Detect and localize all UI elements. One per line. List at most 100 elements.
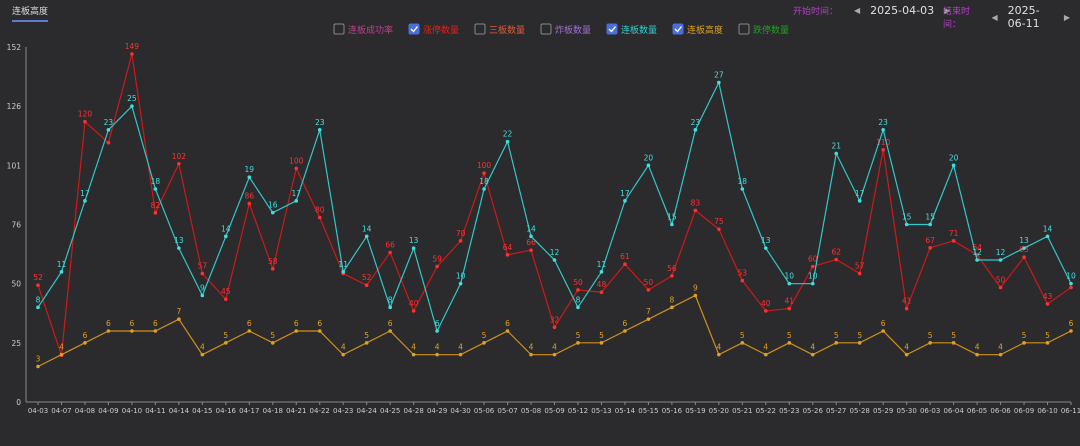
series-1-point[interactable] xyxy=(59,270,64,274)
series-2-point[interactable] xyxy=(83,341,87,345)
series-0-point[interactable] xyxy=(1045,302,1050,306)
end-date-value[interactable]: 2025-06-11 xyxy=(1007,4,1040,30)
series-2-point[interactable] xyxy=(294,329,299,333)
series-0-point[interactable] xyxy=(505,253,510,257)
series-2-point[interactable] xyxy=(599,341,604,345)
series-1-point[interactable] xyxy=(693,128,698,132)
series-1-point[interactable] xyxy=(200,293,205,298)
legend-label[interactable]: 炸板数量 xyxy=(555,24,591,36)
series-1-point[interactable] xyxy=(599,270,604,274)
tab-lianban-height[interactable]: 连板高度 xyxy=(12,4,49,22)
legend-label[interactable]: 跌停数量 xyxy=(753,24,789,36)
series-2-point[interactable] xyxy=(1069,329,1073,333)
series-0-point[interactable] xyxy=(529,248,533,252)
series-1-point[interactable] xyxy=(36,305,40,310)
series-2-point[interactable] xyxy=(740,341,745,345)
series-1-point[interactable] xyxy=(388,305,392,310)
series-1-point[interactable] xyxy=(975,258,979,262)
legend-item-5[interactable]: 连板高度 xyxy=(672,23,723,36)
legend-label[interactable]: 涨停数量 xyxy=(423,24,459,36)
legend-item-1[interactable]: 涨停数量 xyxy=(408,23,459,36)
series-2-point[interactable] xyxy=(928,341,932,345)
series-0-point[interactable] xyxy=(411,309,416,313)
series-0-point[interactable] xyxy=(717,227,721,231)
series-2-point[interactable] xyxy=(693,293,698,298)
series-2-point[interactable] xyxy=(951,341,956,345)
series-1-point[interactable] xyxy=(247,175,252,179)
series-1-point[interactable] xyxy=(951,163,956,168)
series-0-point[interactable] xyxy=(130,52,134,56)
series-1-point[interactable] xyxy=(411,246,416,250)
series-1-point[interactable] xyxy=(787,281,792,286)
series-0-point[interactable] xyxy=(388,250,392,255)
series-0-point[interactable] xyxy=(1069,285,1073,290)
series-0-point[interactable] xyxy=(83,119,87,124)
series-1-point[interactable] xyxy=(857,199,862,203)
series-2-point[interactable] xyxy=(1022,341,1026,345)
series-1-point[interactable] xyxy=(928,222,932,227)
series-0-point[interactable] xyxy=(224,297,228,302)
series-0-point[interactable] xyxy=(787,306,792,311)
legend-item-3[interactable]: 炸板数量 xyxy=(540,23,591,36)
series-2-point[interactable] xyxy=(106,329,111,333)
series-1-point[interactable] xyxy=(623,199,627,203)
series-1-point[interactable] xyxy=(505,139,510,144)
series-0-point[interactable] xyxy=(576,288,580,292)
series-1-point[interactable] xyxy=(552,258,557,262)
series-0-point[interactable] xyxy=(177,161,181,166)
legend-item-2[interactable]: 三板数量 xyxy=(474,23,525,36)
series-2-point[interactable] xyxy=(646,317,651,321)
series-0-point[interactable] xyxy=(998,285,1003,290)
series-1-point[interactable] xyxy=(529,234,533,239)
series-2-point[interactable] xyxy=(834,341,839,345)
series-0-point[interactable] xyxy=(200,271,205,276)
series-0-point[interactable] xyxy=(810,264,815,269)
series-2-point[interactable] xyxy=(411,352,416,357)
series-2-point[interactable] xyxy=(623,329,627,333)
series-2-point[interactable] xyxy=(458,352,463,357)
series-2-point[interactable] xyxy=(810,352,815,357)
series-1-point[interactable] xyxy=(317,128,322,132)
end-next-icon[interactable]: ▶ xyxy=(1063,12,1070,22)
start-date-value[interactable]: 2025-04-03 xyxy=(870,4,935,17)
series-0-point[interactable] xyxy=(247,201,252,206)
series-0-point[interactable] xyxy=(317,215,322,220)
series-1-point[interactable] xyxy=(270,210,275,215)
series-0-point[interactable] xyxy=(834,257,839,262)
series-2-point[interactable] xyxy=(1045,341,1050,345)
legend-label[interactable]: 连板成功率 xyxy=(348,24,393,36)
series-1-point[interactable] xyxy=(153,187,158,191)
end-prev-icon[interactable]: ◀ xyxy=(991,12,998,22)
legend-label[interactable]: 连板高度 xyxy=(687,24,723,36)
series-0-point[interactable] xyxy=(763,309,768,313)
series-2-point[interactable] xyxy=(364,341,369,345)
series-0-point[interactable] xyxy=(670,274,674,278)
series-0-point[interactable] xyxy=(646,288,651,292)
series-0-point[interactable] xyxy=(599,290,604,295)
series-1-point[interactable] xyxy=(576,305,580,310)
series-0-point[interactable] xyxy=(552,325,557,330)
series-0-point[interactable] xyxy=(1022,255,1026,259)
series-0-point[interactable] xyxy=(153,211,158,215)
series-1-point[interactable] xyxy=(763,246,768,250)
series-2-point[interactable] xyxy=(36,364,40,369)
legend-checkbox[interactable] xyxy=(738,23,750,35)
series-2-point[interactable] xyxy=(388,329,392,333)
series-1-point[interactable] xyxy=(646,163,651,168)
series-2-point[interactable] xyxy=(787,341,792,345)
legend-checkbox[interactable] xyxy=(606,23,618,35)
series-2-point[interactable] xyxy=(435,352,439,357)
series-1-point[interactable] xyxy=(482,187,486,191)
legend-item-4[interactable]: 连板数量 xyxy=(606,23,657,36)
series-2-point[interactable] xyxy=(270,341,275,345)
series-0-point[interactable] xyxy=(857,271,862,276)
series-2-point[interactable] xyxy=(153,329,158,333)
start-next-icon[interactable]: ▶ xyxy=(944,6,951,15)
series-2-point[interactable] xyxy=(552,352,557,357)
series-0-point[interactable] xyxy=(951,239,956,243)
series-0-point[interactable] xyxy=(294,166,299,171)
legend-checkbox[interactable] xyxy=(672,23,684,35)
series-0-point[interactable] xyxy=(623,262,627,267)
series-0-point[interactable] xyxy=(106,140,111,145)
series-1-point[interactable] xyxy=(106,128,111,132)
